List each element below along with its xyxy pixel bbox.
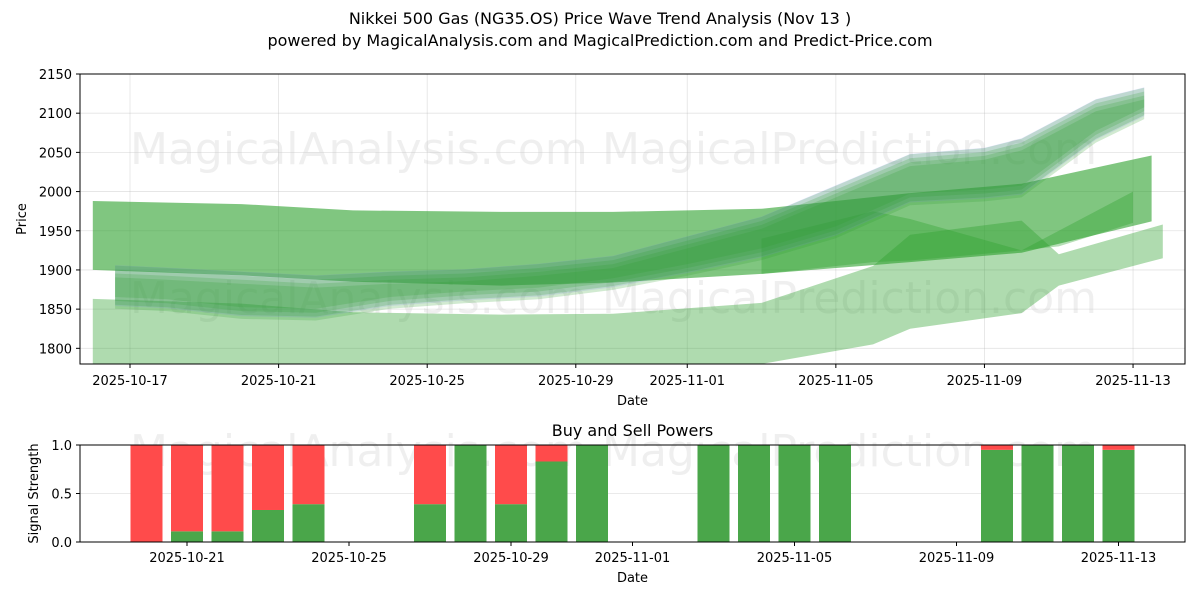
- sell-bar: [211, 445, 244, 532]
- svg-text:MagicalAnalysis.com: MagicalAnalysis.com: [130, 124, 588, 175]
- x-axis-label: Date: [617, 394, 648, 409]
- x-tick-label: 2025-11-01: [649, 374, 725, 389]
- sell-bar: [171, 445, 203, 532]
- y-axis-label: Price: [15, 203, 30, 235]
- price-wave-strand: [115, 91, 1145, 313]
- y-tick-label: 2050: [39, 146, 72, 161]
- signal-bar: [252, 445, 284, 542]
- x-tick-label: 2025-11-05: [798, 374, 874, 389]
- sell-bar: [130, 445, 163, 542]
- x-tick-label: 2025-10-21: [149, 551, 225, 566]
- signal-bar: [778, 445, 811, 542]
- y-axis-label: Signal Strength: [27, 443, 42, 543]
- x-tick-label: 2025-11-05: [757, 551, 833, 566]
- buy-bar: [778, 445, 811, 542]
- sell-bar: [1102, 445, 1135, 450]
- chart-title: Nikkei 500 Gas (NG35.OS) Price Wave Tren…: [348, 9, 852, 28]
- buy-bar: [252, 509, 284, 542]
- signal-bar: [454, 445, 487, 542]
- buy-bar: [1062, 445, 1094, 542]
- y-tick-label: 1950: [39, 225, 72, 240]
- x-tick-label: 2025-10-25: [311, 551, 387, 566]
- x-tick-label: 2025-11-01: [595, 551, 671, 566]
- signal-bar: [211, 445, 244, 542]
- y-tick-label: 2150: [39, 68, 72, 83]
- buy-bar: [576, 445, 608, 542]
- buy-bar: [454, 445, 487, 542]
- signal-bar: [981, 445, 1013, 542]
- buy-bar: [981, 449, 1013, 542]
- x-tick-label: 2025-10-25: [389, 374, 465, 389]
- y-tick-label: 0.5: [51, 488, 72, 503]
- signal-bar: [819, 445, 851, 542]
- x-axis-label: Date: [617, 571, 648, 586]
- forecast-bands: [92, 87, 1163, 364]
- mid-forecast-band: [761, 191, 1133, 274]
- signal-bar: [1102, 445, 1135, 542]
- signal-bar: [697, 445, 730, 542]
- y-tick-label: 2100: [39, 107, 72, 122]
- signal-bar: [414, 445, 446, 542]
- x-tick-label: 2025-11-13: [1095, 374, 1171, 389]
- x-tick-label: 2025-10-17: [92, 374, 168, 389]
- watermarks: MagicalAnalysis.com MagicalPrediction.com…: [130, 124, 1097, 324]
- lower-forecast-band: [92, 220, 1163, 364]
- x-tick-label: 2025-11-09: [919, 551, 995, 566]
- y-tick-label: 2000: [39, 186, 72, 201]
- price-plot: MagicalAnalysis.com MagicalPrediction.com…: [15, 68, 1186, 409]
- y-tick-label: 1800: [39, 342, 72, 357]
- y-tick-label: 1900: [39, 264, 72, 279]
- buy-bar: [1021, 445, 1054, 542]
- x-tick-label: 2025-10-21: [241, 374, 317, 389]
- buy-bar: [171, 531, 203, 542]
- sell-bar: [535, 445, 568, 462]
- x-tick-label: 2025-10-29: [473, 551, 549, 566]
- signal-chart-title: Buy and Sell Powers: [552, 421, 714, 440]
- buy-bar: [292, 504, 325, 542]
- signal-plot: MagicalAnalysis.comMagicalPrediction.com…: [27, 421, 1186, 586]
- signal-bar: [1062, 445, 1094, 542]
- svg-text:MagicalPrediction.com: MagicalPrediction.com: [602, 124, 1097, 175]
- y-tick-label: 1.0: [51, 439, 72, 454]
- price-wave-strand: [115, 87, 1145, 309]
- sell-bar: [292, 445, 325, 505]
- y-tick-label: 1850: [39, 303, 72, 318]
- y-tick-label: 0.0: [51, 536, 72, 551]
- buy-bar: [211, 531, 244, 542]
- price-wave-strand: [115, 99, 1145, 321]
- buy-bar: [414, 504, 446, 542]
- signal-bar: [292, 445, 325, 542]
- buy-bar: [738, 445, 770, 542]
- sell-bar: [414, 445, 446, 505]
- x-tick-label: 2025-10-29: [538, 374, 614, 389]
- upper-forecast-band: [92, 155, 1152, 286]
- price-wave-strand: [115, 95, 1145, 317]
- signal-bar: [1021, 445, 1054, 542]
- sell-bar: [252, 445, 284, 510]
- buy-bar: [535, 461, 568, 542]
- x-tick-label: 2025-11-13: [1081, 551, 1157, 566]
- buy-bar: [495, 504, 527, 542]
- buy-bar: [697, 445, 730, 542]
- signal-bar: [171, 445, 203, 542]
- signal-bar: [738, 445, 770, 542]
- signal-bar: [576, 445, 608, 542]
- svg-text:MagicalPrediction.com: MagicalPrediction.com: [602, 273, 1097, 324]
- sell-bar: [495, 445, 527, 505]
- x-tick-label: 2025-11-09: [947, 374, 1023, 389]
- signal-bar: [130, 445, 163, 542]
- signal-bar: [535, 445, 568, 542]
- chart-subtitle: powered by MagicalAnalysis.com and Magic…: [267, 31, 933, 50]
- buy-bar: [819, 445, 851, 542]
- signal-bar: [495, 445, 527, 542]
- sell-bar: [981, 445, 1013, 450]
- buy-bar: [1102, 449, 1135, 542]
